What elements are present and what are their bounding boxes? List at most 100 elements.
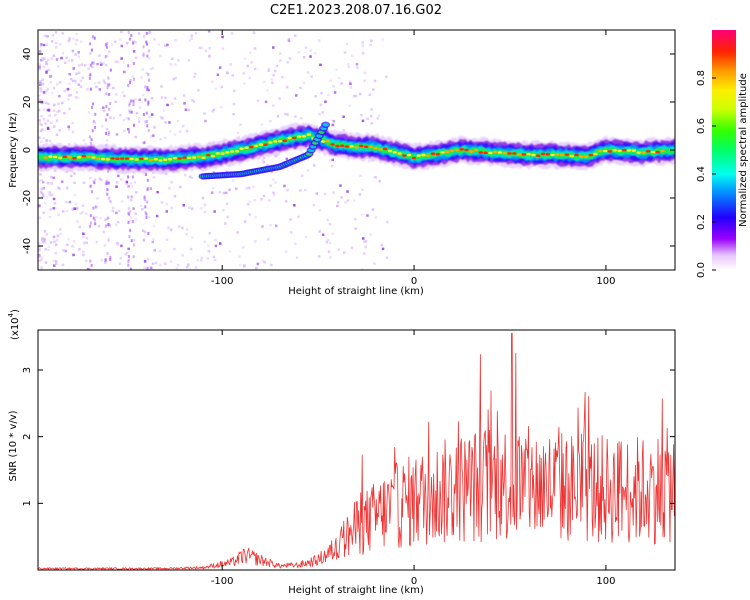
spectrogram-panel: -100 0 100 -40 -20 0 20 40 Height of straight … <box>8 29 676 297</box>
noise-speck <box>170 206 173 210</box>
noise-speck <box>123 129 126 132</box>
spectrogram-y-tick-label: 20 <box>22 96 33 109</box>
ridge-hot-core <box>622 148 627 152</box>
noise-speck <box>360 268 364 270</box>
noise-speck <box>267 69 270 73</box>
ridge-hot-core <box>143 157 149 160</box>
noise-speck <box>175 267 179 270</box>
noise-speck <box>230 32 234 35</box>
noise-speck <box>47 245 51 248</box>
noise-stripe-speck <box>127 263 130 267</box>
ridge-hot-core <box>607 150 613 153</box>
noise-speck <box>81 211 84 214</box>
noise-speck <box>134 56 138 59</box>
noise-speck <box>45 43 49 46</box>
noise-stripe-speck <box>130 110 133 114</box>
noise-speck <box>266 89 269 92</box>
noise-speck <box>304 235 308 239</box>
noise-speck <box>248 76 251 80</box>
ridge-hot-core <box>349 145 354 148</box>
noise-speck <box>272 104 275 107</box>
noise-speck <box>66 87 70 91</box>
noise-speck <box>200 259 203 262</box>
noise-speck <box>327 93 330 97</box>
noise-stripe-speck <box>145 31 148 35</box>
noise-speck <box>95 216 98 219</box>
noise-speck <box>112 86 115 90</box>
noise-stripe-speck <box>145 40 148 44</box>
ridge-hot-core <box>210 154 216 158</box>
noise-stripe-speck <box>142 45 145 49</box>
ridge-hot-core <box>612 148 617 152</box>
noise-speck <box>69 93 72 97</box>
noise-speck <box>270 78 273 81</box>
noise-speck <box>114 223 118 226</box>
ridge-hot-core <box>469 150 474 153</box>
noise-speck <box>120 244 123 248</box>
snr-x-ticks: -100 0 100 <box>211 330 615 587</box>
noise-speck <box>299 86 302 90</box>
noise-speck <box>327 250 331 253</box>
noise-speck <box>105 128 109 131</box>
noise-speck <box>137 32 141 35</box>
noise-speck <box>41 57 44 60</box>
noise-speck <box>56 186 60 189</box>
noise-speck <box>74 79 77 83</box>
noise-speck <box>38 108 41 112</box>
noise-speck <box>297 215 300 219</box>
noise-stripe-speck <box>89 184 92 188</box>
noise-speck <box>104 218 107 222</box>
noise-speck <box>95 85 98 89</box>
ridge-hot-core <box>555 153 560 156</box>
noise-speck <box>56 110 59 114</box>
ridge-hot-core <box>62 155 67 158</box>
noise-speck <box>119 256 122 260</box>
noise-speck <box>177 263 180 267</box>
noise-speck <box>61 51 65 55</box>
noise-speck <box>73 207 76 210</box>
noise-speck <box>161 117 164 120</box>
noise-speck <box>249 51 252 55</box>
noise-speck <box>188 206 191 209</box>
ridge-hot-core <box>48 155 53 158</box>
noise-speck <box>222 191 226 195</box>
noise-speck <box>42 194 45 198</box>
noise-stripe-speck <box>130 99 133 103</box>
noise-speck <box>151 268 154 270</box>
noise-speck <box>120 178 123 181</box>
noise-speck <box>65 187 69 190</box>
noise-stripe-speck <box>106 42 109 45</box>
noise-speck <box>44 122 48 126</box>
noise-speck <box>193 75 196 79</box>
ridge-hot-core <box>96 157 101 160</box>
noise-speck <box>218 191 222 194</box>
ridge-hot-core <box>239 147 244 151</box>
ridge-hot-core <box>521 153 527 156</box>
noise-speck <box>152 224 156 228</box>
noise-stripe-speck <box>89 214 92 218</box>
noise-speck <box>41 78 44 81</box>
noise-speck <box>65 200 68 204</box>
noise-speck <box>361 119 365 123</box>
noise-speck <box>299 189 302 192</box>
noise-stripe-speck <box>105 45 108 49</box>
noise-speck <box>52 268 55 270</box>
noise-speck <box>329 256 332 259</box>
noise-speck <box>45 61 48 64</box>
noise-speck <box>214 244 218 248</box>
noise-speck <box>102 62 105 65</box>
noise-speck <box>238 263 242 267</box>
noise-speck <box>52 54 56 57</box>
noise-speck <box>198 46 202 49</box>
noise-speck <box>43 57 46 60</box>
noise-speck <box>356 66 359 69</box>
noise-speck <box>179 185 182 189</box>
noise-speck <box>318 209 321 212</box>
noise-speck <box>68 200 72 204</box>
noise-stripe-speck <box>106 251 109 255</box>
colorbar-tick-label: 0.0 <box>696 262 707 278</box>
noise-speck <box>253 199 257 202</box>
noise-speck <box>146 257 150 261</box>
noise-speck <box>325 240 329 244</box>
noise-speck <box>286 61 289 64</box>
